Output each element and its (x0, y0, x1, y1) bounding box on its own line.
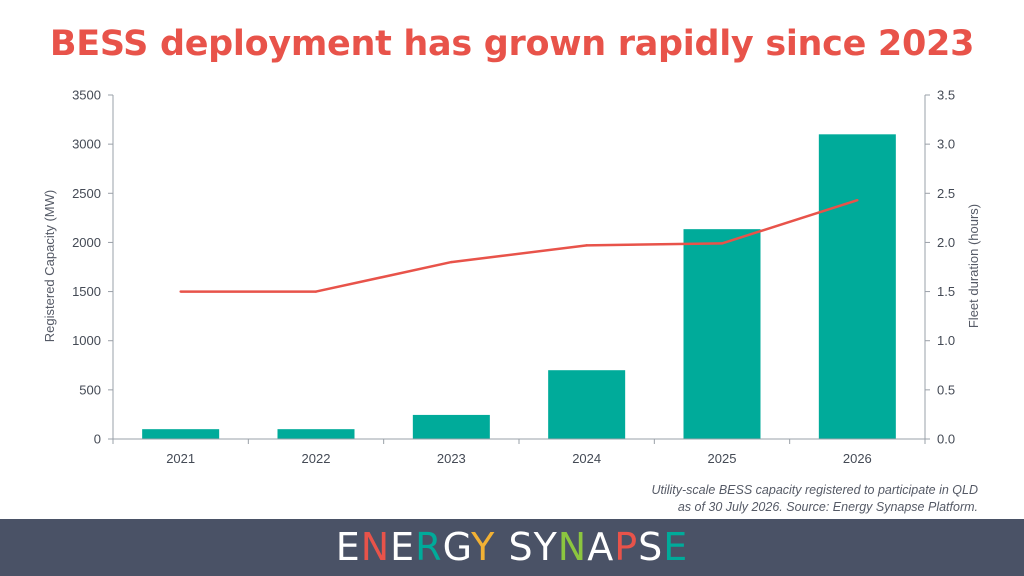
brand-letter: R (415, 525, 443, 569)
duration-line (180, 198, 858, 293)
line-series (179, 198, 859, 293)
y-tick-label: 3500 (72, 88, 101, 103)
chart-title: BESS deployment has grown rapidly since … (49, 24, 975, 64)
y-tick-label: 1500 (72, 284, 101, 299)
y-tick-label: 500 (79, 382, 101, 397)
line-point-2023 (450, 260, 453, 264)
x-tick-label: 2024 (572, 451, 601, 466)
brand-letter: E (335, 525, 361, 569)
bar-2025 (683, 229, 761, 439)
y-tick-label: 2000 (72, 235, 101, 250)
y2-tick-label: 1.5 (937, 284, 955, 299)
x-tick-label: 2023 (437, 451, 466, 466)
y2-tick-label: 3.5 (937, 88, 955, 103)
y2-tick-label: 0.5 (937, 382, 955, 397)
brand-letter: N (360, 525, 391, 569)
chart: 0 500 1000 1500 2000 2500 3000 3500 0.0 0.5 1.0 1.5… (42, 88, 981, 467)
y2-tick-label: 0.0 (937, 432, 955, 447)
bar-2026 (818, 134, 896, 440)
y2-tick-label: 2.0 (937, 235, 955, 250)
caption-line-2: as of 30 July 2026. Source: Energy Synap… (677, 500, 978, 514)
caption-line-1: Utility-scale BESS capacity registered t… (651, 483, 978, 497)
bar-2023 (412, 414, 490, 439)
brand-letter: N (557, 525, 588, 569)
brand-letter: Y (471, 525, 496, 569)
brand-letter (495, 525, 508, 569)
brand-letter: Y (533, 525, 558, 569)
x-tick-label: 2021 (166, 451, 195, 466)
y-tick-label: 3000 (72, 137, 101, 152)
caption: Utility-scale BESS capacity registered t… (651, 482, 978, 516)
brand-letter: P (614, 525, 639, 569)
bar-series (142, 134, 896, 440)
y2-tick-label: 2.5 (937, 186, 955, 201)
y-tick-label: 1000 (72, 333, 101, 348)
x-tick-label: 2022 (302, 451, 331, 466)
line-point-2026 (856, 198, 859, 202)
y-tick-label: 0 (94, 432, 101, 447)
brand-logo: ENERGY SYNAPSE (0, 519, 1024, 576)
line-point-2025 (720, 242, 724, 245)
brand-letter: E (663, 525, 689, 569)
brand-letter: A (587, 525, 615, 569)
x-tick-label: 2026 (843, 451, 872, 466)
y-tick-label: 2500 (72, 186, 101, 201)
y2-tick-label: 3.0 (937, 137, 955, 152)
footer-bar: ENERGY SYNAPSE (0, 519, 1024, 576)
line-point-2021 (179, 290, 182, 293)
line-point-2022 (314, 290, 318, 293)
brand-letter: G (442, 525, 472, 569)
y2-tick-label: 1.0 (937, 333, 955, 348)
brand-letter: S (638, 525, 664, 569)
bar-2021 (142, 429, 220, 439)
bar-2022 (277, 429, 355, 439)
y2-axis-label: Fleet duration (hours) (966, 204, 981, 328)
brand-letter: S (508, 525, 534, 569)
y-axis-label: Registered Capacity (MW) (42, 190, 57, 342)
line-point-2024 (585, 244, 588, 247)
tick-labels: 0 500 1000 1500 2000 2500 3000 3500 0.0 0.5 1.0 1.5… (72, 88, 955, 467)
brand-letter: E (390, 525, 416, 569)
x-tick-label: 2025 (708, 451, 737, 466)
bar-2024 (548, 370, 626, 439)
axes (108, 94, 930, 444)
